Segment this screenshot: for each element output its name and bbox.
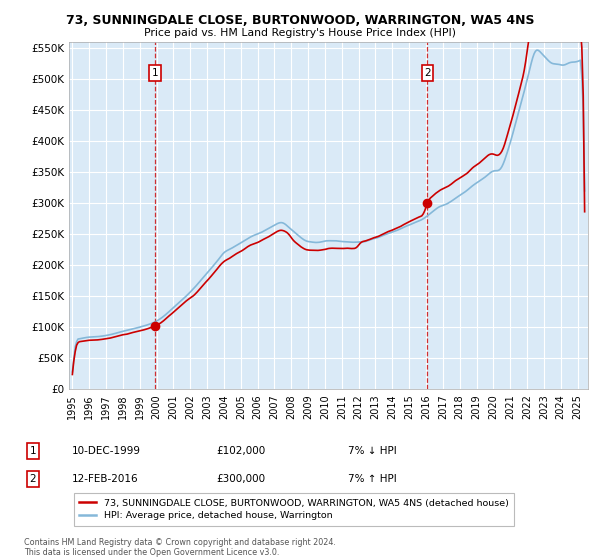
Text: Contains HM Land Registry data © Crown copyright and database right 2024.
This d: Contains HM Land Registry data © Crown c… (24, 538, 336, 557)
Text: 12-FEB-2016: 12-FEB-2016 (72, 474, 139, 484)
Text: 7% ↓ HPI: 7% ↓ HPI (348, 446, 397, 456)
Text: 1: 1 (152, 68, 158, 78)
Legend: 73, SUNNINGDALE CLOSE, BURTONWOOD, WARRINGTON, WA5 4NS (detached house), HPI: Av: 73, SUNNINGDALE CLOSE, BURTONWOOD, WARRI… (74, 493, 514, 526)
Text: 1: 1 (29, 446, 37, 456)
Text: £300,000: £300,000 (216, 474, 265, 484)
Text: 2: 2 (29, 474, 37, 484)
Text: Price paid vs. HM Land Registry's House Price Index (HPI): Price paid vs. HM Land Registry's House … (144, 28, 456, 38)
Text: £102,000: £102,000 (216, 446, 265, 456)
Text: 73, SUNNINGDALE CLOSE, BURTONWOOD, WARRINGTON, WA5 4NS: 73, SUNNINGDALE CLOSE, BURTONWOOD, WARRI… (66, 14, 534, 27)
Text: 7% ↑ HPI: 7% ↑ HPI (348, 474, 397, 484)
Text: 2: 2 (424, 68, 431, 78)
Text: 10-DEC-1999: 10-DEC-1999 (72, 446, 141, 456)
